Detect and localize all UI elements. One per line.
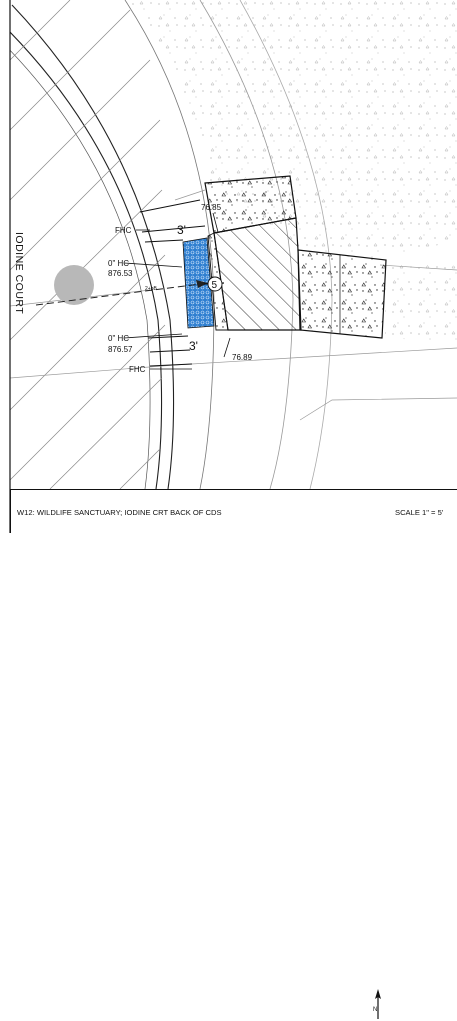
stipple-area-right (385, 262, 457, 342)
gutter-arc (10, 49, 151, 489)
curb-arc-inner (10, 31, 163, 489)
elevation-bottom-label: 76.89 (232, 353, 253, 362)
drawing-title: W12: WILDLIFE SANCTUARY; IODINE CRT BACK… (17, 508, 222, 517)
fhc-top-label: FHC (115, 226, 132, 235)
ramp-tick-lines (139, 199, 206, 367)
road-grid-lines (10, 0, 166, 489)
north-arrow-icon: N (373, 989, 381, 1019)
title-block: W12: WILDLIFE SANCTUARY; IODINE CRT BACK… (10, 489, 457, 1019)
slope-label: 2+pB (145, 286, 157, 292)
hc-top-elevation: 876.53 (108, 269, 133, 278)
manhole-circle (54, 265, 94, 305)
leader-lines (123, 212, 231, 370)
hc-bottom-label: 0" HC (108, 334, 129, 343)
point-marker-circle (207, 276, 223, 292)
hc-bottom-elevation: 876.57 (108, 345, 133, 354)
width-top-label: 3' (177, 223, 186, 237)
width-bottom-label: 3' (189, 339, 198, 353)
fhc-bottom-label: FHC (129, 365, 146, 374)
scale-label: SCALE 1" = 5' (395, 508, 444, 517)
concrete-ramp-hatched (213, 217, 302, 331)
site-plan-drawing: IODINE COURT FHC 0" HC 876.53 0" HC 876.… (9, 0, 457, 533)
point-marker-number: 5 (212, 280, 218, 291)
hc-top-label: 0" HC (108, 259, 129, 268)
svg-text:N: N (373, 1007, 377, 1013)
stipple-area-upper (128, 0, 457, 260)
drawing-sheet: IODINE COURT FHC 0" HC 876.53 0" HC 876.… (9, 0, 457, 1019)
concrete-pad-right-a (297, 249, 387, 339)
street-name-label: IODINE COURT (13, 232, 25, 314)
curb-arc-outer (11, 4, 175, 489)
elevation-top-label: 76.85 (201, 203, 222, 212)
